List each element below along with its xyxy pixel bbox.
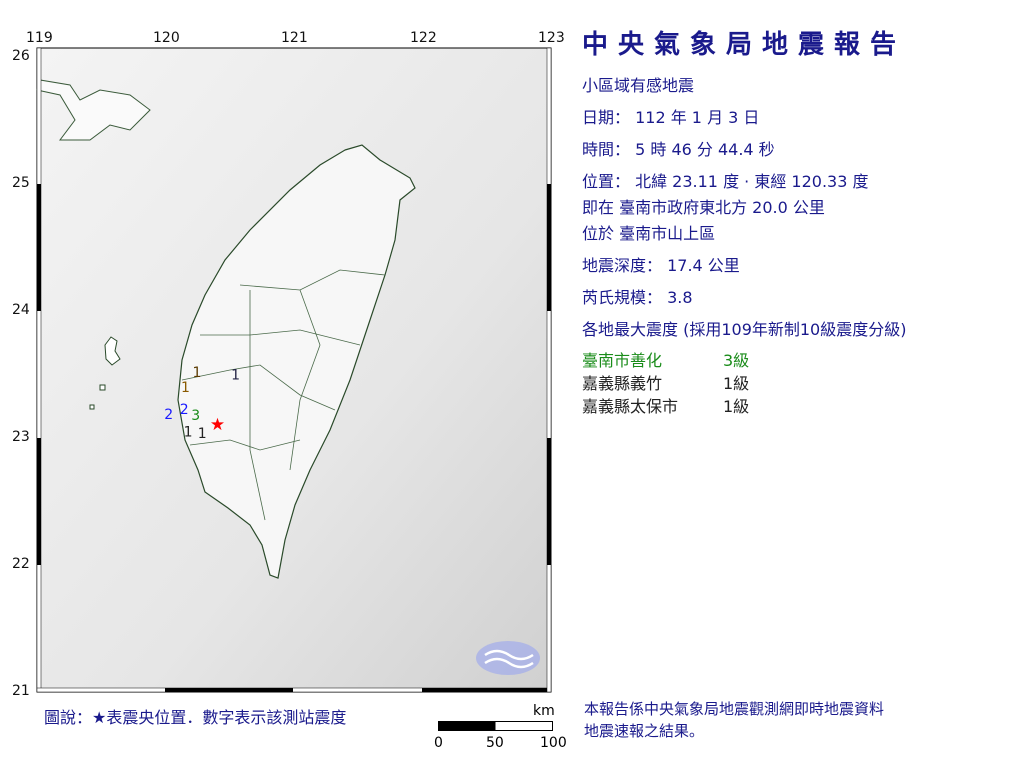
lon-tick: 122 <box>410 30 437 46</box>
map: 1 112 2 31 1 ★ <box>36 47 552 693</box>
event-type: 小區域有感地震 <box>582 76 695 95</box>
scale-label: 0 <box>434 735 443 751</box>
station-intensity-mark: 2 <box>164 407 173 423</box>
station-intensity-mark: 3 <box>191 408 200 424</box>
penghu-islands <box>89 336 121 410</box>
district: 位於 臺南市山上區 <box>582 224 716 243</box>
lon-tick: 120 <box>153 30 180 46</box>
lon-tick: 121 <box>281 30 308 46</box>
station-name: 嘉義縣太保市 <box>582 397 679 416</box>
lat-tick: 24 <box>12 302 30 318</box>
station-intensity-mark: 1 <box>231 368 240 384</box>
lat-tick: 26 <box>12 48 30 64</box>
epicenter-star-icon: ★ <box>210 415 225 435</box>
lat-tick: 25 <box>12 175 30 191</box>
footnote: 本報告係中央氣象局地震觀測網即時地震資料 <box>584 700 885 718</box>
lon-tick: 119 <box>26 30 53 46</box>
position: 位置： 北緯 23.11 度 · 東經 120.33 度 <box>582 172 869 191</box>
station-level: 1級 <box>723 374 750 393</box>
relative-location: 即在 臺南市政府東北方 20.0 公里 <box>582 198 825 217</box>
lat-tick: 23 <box>12 429 30 445</box>
magnitude: 芮氏規模： 3.8 <box>582 288 693 307</box>
station-level: 3級 <box>723 351 750 370</box>
intensity-header: 各地最大震度 (採用109年新制10級震度分級) <box>582 320 907 339</box>
lat-tick: 21 <box>12 683 30 699</box>
date: 日期： 112 年 1 月 3 日 <box>582 108 760 127</box>
station-name: 嘉義縣義竹 <box>582 374 663 393</box>
lon-tick: 123 <box>538 30 565 46</box>
time: 時間： 5 時 46 分 44.4 秒 <box>582 140 775 159</box>
lat-tick: 22 <box>12 556 30 572</box>
taiwan-island <box>177 144 416 579</box>
map-legend: 圖說：★表震央位置．數字表示該測站震度 <box>44 708 347 727</box>
scale-bar <box>438 721 553 731</box>
depth: 地震深度： 17.4 公里 <box>582 256 740 275</box>
scale-unit: km <box>533 703 555 719</box>
footnote: 地震速報之結果。 <box>584 722 705 740</box>
station-intensity-mark: 1 <box>184 425 193 441</box>
scale-label: 50 <box>486 735 504 751</box>
cwb-logo <box>476 641 540 675</box>
station-intensity-mark: 1 <box>193 365 202 381</box>
county-boundaries <box>181 269 386 521</box>
scale-label: 100 <box>540 735 567 751</box>
report-title: 中央氣象局地震報告 <box>582 30 907 60</box>
station-intensity-mark: 1 <box>181 380 190 396</box>
frame-ticks <box>36 47 552 693</box>
station-intensity-mark: 2 <box>180 402 189 418</box>
china-coast <box>36 79 151 141</box>
station-name: 臺南市善化 <box>582 351 663 370</box>
station-level: 1級 <box>723 397 750 416</box>
station-intensity-mark: 1 <box>198 426 207 442</box>
